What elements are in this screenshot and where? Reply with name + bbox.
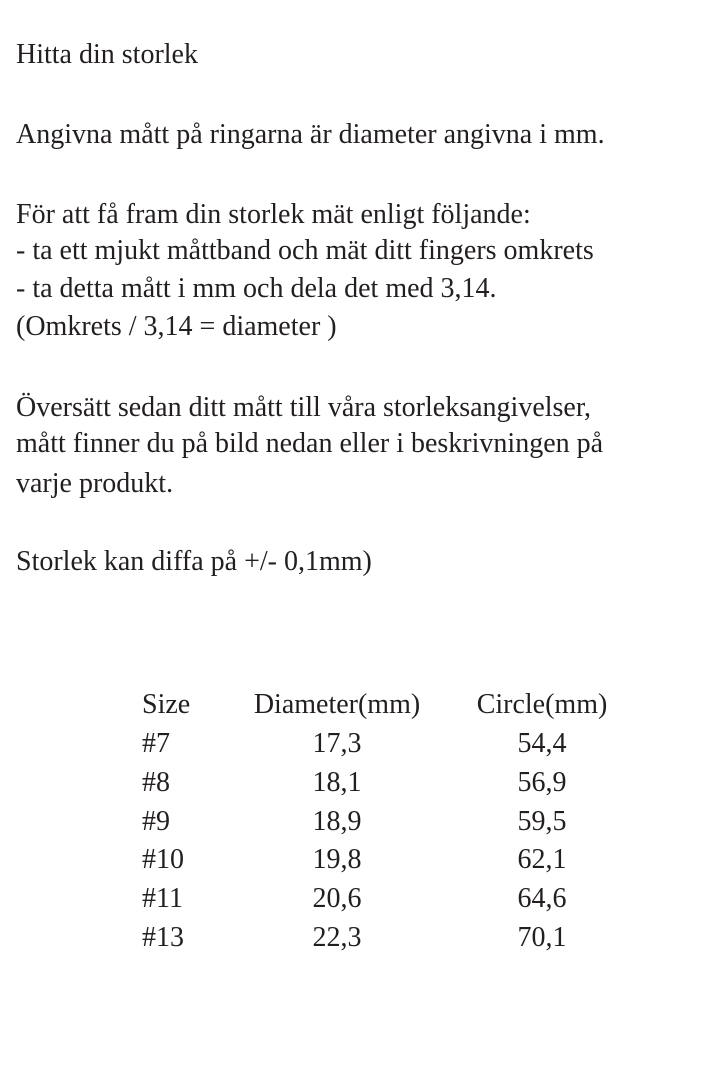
header-size: Size bbox=[142, 689, 191, 720]
instruction-line: - ta ett mjukt måttband och mät ditt fin… bbox=[16, 235, 594, 266]
page-title: Hitta din storlek bbox=[16, 39, 198, 70]
circle-cell: 56,9 bbox=[517, 766, 567, 798]
circle-cell: 59,5 bbox=[517, 805, 567, 837]
translate-line: mått finner du på bild nedan eller i bes… bbox=[16, 428, 604, 459]
diameter-cell: 19,8 bbox=[312, 844, 362, 876]
intro-text: Angivna mått på ringarna är diameter ang… bbox=[16, 119, 605, 150]
diameter-cell: 20,6 bbox=[312, 883, 362, 915]
circle-cell: 70,1 bbox=[517, 922, 567, 953]
circle-cell: 64,6 bbox=[517, 883, 567, 915]
size-cell: #10 bbox=[142, 844, 184, 876]
diameter-cell: 18,9 bbox=[312, 805, 362, 837]
header-circle: Circle(mm) bbox=[476, 689, 608, 720]
instruction-line: (Omkrets / 3,14 = diameter ) bbox=[16, 311, 337, 342]
translate-line: varje produkt. bbox=[16, 468, 174, 499]
diameter-cell: 18,1 bbox=[312, 766, 362, 798]
translate-line: Översätt sedan ditt mått till våra storl… bbox=[16, 392, 592, 423]
tolerance-text: Storlek kan diffa på +/- 0,1mm) bbox=[16, 546, 372, 577]
size-cell: #9 bbox=[142, 805, 170, 837]
instruction-line: - ta detta mått i mm och dela det med 3,… bbox=[16, 273, 497, 304]
diameter-cell: 22,3 bbox=[312, 922, 362, 953]
size-cell: #11 bbox=[142, 883, 183, 915]
size-cell: #7 bbox=[142, 728, 170, 759]
instruction-line: För att få fram din storlek mät enligt f… bbox=[16, 199, 531, 230]
size-cell: #8 bbox=[142, 766, 170, 798]
circle-cell: 54,4 bbox=[517, 728, 567, 759]
diameter-cell: 17,3 bbox=[312, 728, 362, 759]
header-diameter: Diameter(mm) bbox=[253, 689, 421, 720]
circle-cell: 62,1 bbox=[517, 844, 567, 876]
size-cell: #13 bbox=[142, 922, 184, 953]
